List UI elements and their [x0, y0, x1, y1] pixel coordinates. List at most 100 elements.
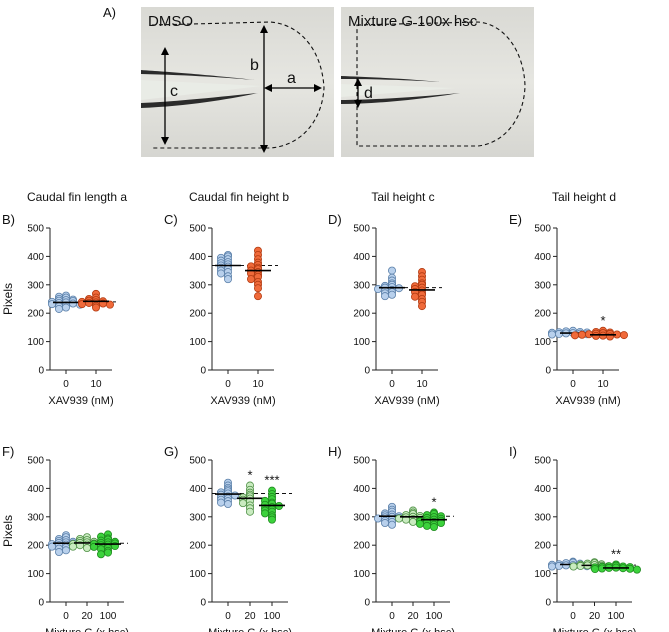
y-tick-label: 100	[353, 337, 370, 348]
data-point	[48, 542, 57, 551]
measure-c-arrow-up	[161, 47, 169, 55]
x-tick-label: 0	[63, 379, 69, 390]
chart-letter: C)	[164, 212, 178, 227]
y-tick-label: 100	[27, 337, 44, 348]
pigment-lower-2	[341, 93, 460, 104]
data-point	[633, 565, 642, 574]
y-tick-label: 200	[353, 541, 370, 552]
y-tick-label: 300	[189, 280, 206, 291]
significance-label: *	[431, 495, 436, 510]
chart-b: B)Caudal fin length a0100200300400500Pix…	[1, 190, 127, 407]
x-tick-label: 10	[416, 379, 428, 390]
y-tick-label: 400	[534, 484, 551, 495]
y-tick-label: 500	[534, 456, 551, 467]
measure-b-label: b	[250, 57, 259, 74]
chart-i: I) 0 100 200 300 400 500 0 20 100 Mixture G (x hsc…	[509, 444, 642, 632]
chart-grid: B)Caudal fin length a0100200300400500Pix…	[1, 190, 642, 632]
data-point	[106, 300, 115, 309]
data-point	[429, 523, 438, 532]
data-point	[571, 331, 580, 340]
significance-label: *	[247, 468, 252, 483]
chart-letter: B)	[2, 212, 15, 227]
data-point	[253, 292, 262, 301]
data-point	[387, 290, 396, 299]
chart-letter: I)	[509, 444, 517, 459]
pigment-upper-2	[341, 76, 440, 82]
x-axis-label: Mixture G (x hsc)	[45, 627, 129, 632]
y-tick-label: 400	[27, 484, 44, 495]
y-axis-label: Pixels	[1, 515, 15, 547]
y-tick-label: 0	[200, 366, 206, 377]
chart-letter: D)	[328, 212, 342, 227]
data-point	[69, 299, 78, 308]
y-tick-label: 300	[534, 512, 551, 523]
data-point	[578, 330, 587, 339]
y-tick-label: 400	[353, 484, 370, 495]
data-point	[436, 519, 445, 528]
data-point	[620, 331, 629, 340]
data-point	[245, 507, 254, 516]
y-tick-label: 400	[534, 252, 551, 263]
measure-b-arrow-up	[260, 25, 268, 33]
chart-title: Caudal fin length a	[27, 190, 127, 204]
measure-b-arrow-down	[260, 145, 268, 153]
x-tick-label: 0	[63, 611, 69, 622]
y-tick-label: 0	[38, 598, 44, 609]
data-point	[216, 269, 225, 278]
y-tick-label: 500	[27, 456, 44, 467]
data-point	[260, 509, 269, 518]
chart-letter: E)	[509, 212, 522, 227]
chart-title: Caudal fin height b	[189, 190, 289, 204]
data-point	[415, 519, 424, 528]
y-tick-label: 100	[353, 569, 370, 580]
data-point	[555, 561, 564, 570]
measure-a-label: a	[287, 70, 296, 87]
x-tick-label: 100	[608, 611, 625, 622]
y-tick-label: 400	[189, 252, 206, 263]
y-tick-label: 100	[534, 337, 551, 348]
data-point	[555, 329, 564, 338]
pigment-upper	[141, 70, 255, 80]
x-tick-label: 100	[426, 611, 443, 622]
significance-label: ***	[264, 473, 279, 488]
measure-c-label: c	[170, 83, 178, 100]
y-tick-label: 100	[27, 569, 44, 580]
x-tick-label: 0	[389, 611, 395, 622]
x-tick-label: 100	[100, 611, 117, 622]
chart-e: E) Tail height d 0 100 200 300 400 500 0 10 XAV939…	[509, 190, 629, 407]
fin-outline	[151, 21, 325, 149]
chart-g: G) 0 100 200 300 400 500 0 20 100 Mixture G (x hsc…	[164, 444, 292, 632]
x-tick-label: 20	[589, 611, 601, 622]
y-tick-label: 100	[189, 569, 206, 580]
y-tick-label: 400	[353, 252, 370, 263]
y-tick-label: 400	[27, 252, 44, 263]
data-point	[591, 565, 600, 574]
data-point	[410, 292, 419, 301]
chart-c: C) Caudal fin height b 0 100 200 300 400 500 0 10…	[164, 190, 289, 407]
y-tick-label: 0	[364, 598, 370, 609]
panel-a: A) DMSO a b c	[103, 5, 534, 157]
y-tick-label: 500	[27, 224, 44, 235]
significance-label: **	[611, 547, 621, 562]
y-tick-label: 200	[534, 309, 551, 320]
data-point	[92, 303, 101, 312]
x-axis-label: Mixture G (x hsc)	[208, 627, 292, 632]
y-tick-label: 500	[189, 456, 206, 467]
data-point	[562, 561, 571, 570]
data-point	[569, 562, 578, 571]
x-axis-label: XAV939 (nM)	[210, 395, 275, 407]
data-point	[223, 500, 232, 509]
data-point	[626, 564, 635, 573]
notochord	[141, 80, 262, 100]
y-tick-label: 200	[27, 309, 44, 320]
y-tick-label: 300	[534, 280, 551, 291]
data-point	[606, 332, 615, 341]
y-axis-label: Pixels	[1, 283, 15, 315]
y-tick-label: 400	[189, 484, 206, 495]
panel-a-letter: A)	[103, 5, 116, 20]
data-point	[380, 292, 389, 301]
y-tick-label: 100	[534, 569, 551, 580]
photo-dmso-title: DMSO	[148, 13, 193, 30]
data-point	[83, 544, 92, 553]
